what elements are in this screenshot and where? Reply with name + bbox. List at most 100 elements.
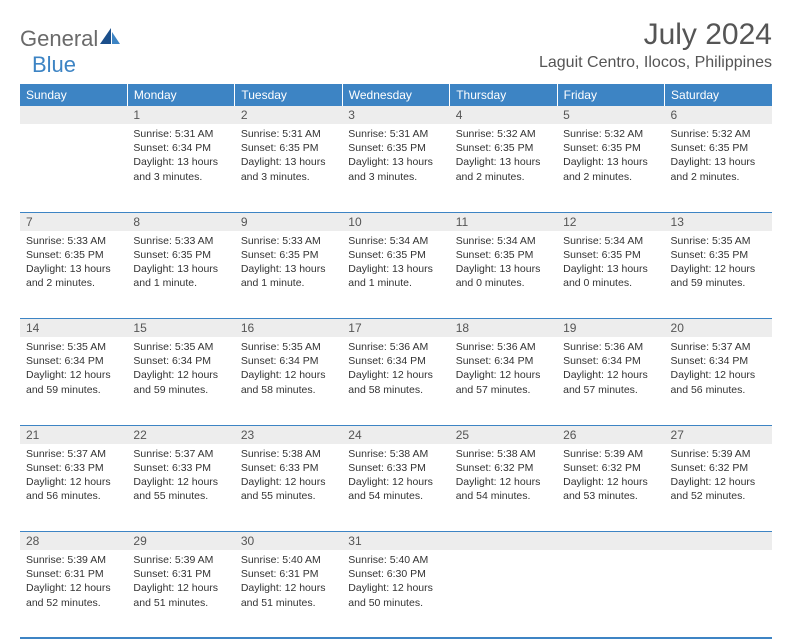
day-cell: Sunrise: 5:38 AMSunset: 6:32 PMDaylight:… <box>450 444 557 532</box>
day-cell: Sunrise: 5:33 AMSunset: 6:35 PMDaylight:… <box>127 231 234 319</box>
day-daylight: Daylight: 13 hours and 3 minutes. <box>241 155 336 183</box>
day-cell: Sunrise: 5:37 AMSunset: 6:33 PMDaylight:… <box>127 444 234 532</box>
day-sunset: Sunset: 6:34 PM <box>241 354 336 368</box>
day-number: 5 <box>557 106 664 124</box>
day-cell: Sunrise: 5:40 AMSunset: 6:31 PMDaylight:… <box>235 550 342 638</box>
day-number: 8 <box>127 212 234 231</box>
daynum-row: 78910111213 <box>20 212 772 231</box>
day-sunset: Sunset: 6:31 PM <box>133 567 228 581</box>
day-daylight: Daylight: 12 hours and 57 minutes. <box>563 368 658 396</box>
day-sunset: Sunset: 6:31 PM <box>241 567 336 581</box>
day-sunrise: Sunrise: 5:37 AM <box>133 447 228 461</box>
day-number: 14 <box>20 319 127 338</box>
day-daylight: Daylight: 13 hours and 2 minutes. <box>563 155 658 183</box>
day-cell <box>557 550 664 638</box>
daynum-row: 123456 <box>20 106 772 124</box>
day-number: 7 <box>20 212 127 231</box>
day-sunrise: Sunrise: 5:35 AM <box>671 234 766 248</box>
day-sunset: Sunset: 6:33 PM <box>348 461 443 475</box>
day-daylight: Daylight: 13 hours and 1 minute. <box>241 262 336 290</box>
day-sunrise: Sunrise: 5:37 AM <box>26 447 121 461</box>
header: General Blue July 2024 Laguit Centro, Il… <box>20 18 772 78</box>
day-number: 18 <box>450 319 557 338</box>
day-sunset: Sunset: 6:35 PM <box>671 248 766 262</box>
day-sunset: Sunset: 6:35 PM <box>671 141 766 155</box>
day-number: 17 <box>342 319 449 338</box>
logo-sail-icon <box>100 28 120 51</box>
day-sunrise: Sunrise: 5:34 AM <box>563 234 658 248</box>
day-daylight: Daylight: 12 hours and 50 minutes. <box>348 581 443 609</box>
day-cell <box>665 550 772 638</box>
day-cell: Sunrise: 5:31 AMSunset: 6:35 PMDaylight:… <box>235 124 342 212</box>
day-sunset: Sunset: 6:35 PM <box>348 248 443 262</box>
week-row: Sunrise: 5:31 AMSunset: 6:34 PMDaylight:… <box>20 124 772 212</box>
day-sunrise: Sunrise: 5:38 AM <box>241 447 336 461</box>
day-cell: Sunrise: 5:37 AMSunset: 6:34 PMDaylight:… <box>665 337 772 425</box>
day-sunrise: Sunrise: 5:36 AM <box>456 340 551 354</box>
day-cell: Sunrise: 5:35 AMSunset: 6:34 PMDaylight:… <box>235 337 342 425</box>
day-sunrise: Sunrise: 5:39 AM <box>26 553 121 567</box>
day-daylight: Daylight: 12 hours and 54 minutes. <box>456 475 551 503</box>
day-cell: Sunrise: 5:35 AMSunset: 6:35 PMDaylight:… <box>665 231 772 319</box>
daynum-row: 21222324252627 <box>20 425 772 444</box>
daynum-row: 14151617181920 <box>20 319 772 338</box>
day-cell: Sunrise: 5:33 AMSunset: 6:35 PMDaylight:… <box>235 231 342 319</box>
day-cell <box>450 550 557 638</box>
day-cell <box>20 124 127 212</box>
day-daylight: Daylight: 12 hours and 59 minutes. <box>133 368 228 396</box>
day-daylight: Daylight: 12 hours and 53 minutes. <box>563 475 658 503</box>
day-number: 21 <box>20 425 127 444</box>
day-sunset: Sunset: 6:33 PM <box>241 461 336 475</box>
day-number <box>20 106 127 124</box>
day-cell: Sunrise: 5:39 AMSunset: 6:32 PMDaylight:… <box>557 444 664 532</box>
day-sunrise: Sunrise: 5:39 AM <box>563 447 658 461</box>
day-sunset: Sunset: 6:34 PM <box>133 354 228 368</box>
day-number: 26 <box>557 425 664 444</box>
day-cell: Sunrise: 5:31 AMSunset: 6:34 PMDaylight:… <box>127 124 234 212</box>
day-sunrise: Sunrise: 5:40 AM <box>348 553 443 567</box>
day-sunrise: Sunrise: 5:32 AM <box>671 127 766 141</box>
day-cell: Sunrise: 5:39 AMSunset: 6:32 PMDaylight:… <box>665 444 772 532</box>
day-sunset: Sunset: 6:32 PM <box>563 461 658 475</box>
day-daylight: Daylight: 13 hours and 3 minutes. <box>133 155 228 183</box>
day-daylight: Daylight: 13 hours and 2 minutes. <box>26 262 121 290</box>
day-number: 13 <box>665 212 772 231</box>
day-sunset: Sunset: 6:35 PM <box>348 141 443 155</box>
day-sunrise: Sunrise: 5:37 AM <box>671 340 766 354</box>
day-number: 10 <box>342 212 449 231</box>
day-daylight: Daylight: 12 hours and 57 minutes. <box>456 368 551 396</box>
day-cell: Sunrise: 5:36 AMSunset: 6:34 PMDaylight:… <box>342 337 449 425</box>
day-sunrise: Sunrise: 5:36 AM <box>348 340 443 354</box>
day-sunrise: Sunrise: 5:31 AM <box>348 127 443 141</box>
day-daylight: Daylight: 12 hours and 56 minutes. <box>671 368 766 396</box>
day-sunrise: Sunrise: 5:31 AM <box>241 127 336 141</box>
day-sunset: Sunset: 6:35 PM <box>563 248 658 262</box>
day-number: 1 <box>127 106 234 124</box>
day-number: 19 <box>557 319 664 338</box>
day-sunset: Sunset: 6:35 PM <box>241 141 336 155</box>
day-number: 9 <box>235 212 342 231</box>
day-cell: Sunrise: 5:34 AMSunset: 6:35 PMDaylight:… <box>557 231 664 319</box>
logo-text-general: General <box>20 26 98 51</box>
day-sunrise: Sunrise: 5:38 AM <box>456 447 551 461</box>
weekday-header-row: Sunday Monday Tuesday Wednesday Thursday… <box>20 84 772 106</box>
day-sunrise: Sunrise: 5:35 AM <box>241 340 336 354</box>
day-sunrise: Sunrise: 5:34 AM <box>456 234 551 248</box>
logo: General Blue <box>20 26 120 78</box>
day-sunset: Sunset: 6:35 PM <box>456 141 551 155</box>
day-number: 3 <box>342 106 449 124</box>
day-number: 15 <box>127 319 234 338</box>
day-daylight: Daylight: 12 hours and 55 minutes. <box>133 475 228 503</box>
day-sunset: Sunset: 6:35 PM <box>456 248 551 262</box>
calendar-table: Sunday Monday Tuesday Wednesday Thursday… <box>20 84 772 639</box>
day-sunrise: Sunrise: 5:34 AM <box>348 234 443 248</box>
day-cell: Sunrise: 5:39 AMSunset: 6:31 PMDaylight:… <box>127 550 234 638</box>
week-row: Sunrise: 5:33 AMSunset: 6:35 PMDaylight:… <box>20 231 772 319</box>
daynum-row: 28293031 <box>20 532 772 551</box>
day-sunrise: Sunrise: 5:40 AM <box>241 553 336 567</box>
week-row: Sunrise: 5:35 AMSunset: 6:34 PMDaylight:… <box>20 337 772 425</box>
day-daylight: Daylight: 12 hours and 56 minutes. <box>26 475 121 503</box>
week-row: Sunrise: 5:37 AM Sunset: 6:33 PM Daylight:… <box>20 444 772 532</box>
day-sunset: Sunset: 6:30 PM <box>348 567 443 581</box>
day-number: 2 <box>235 106 342 124</box>
